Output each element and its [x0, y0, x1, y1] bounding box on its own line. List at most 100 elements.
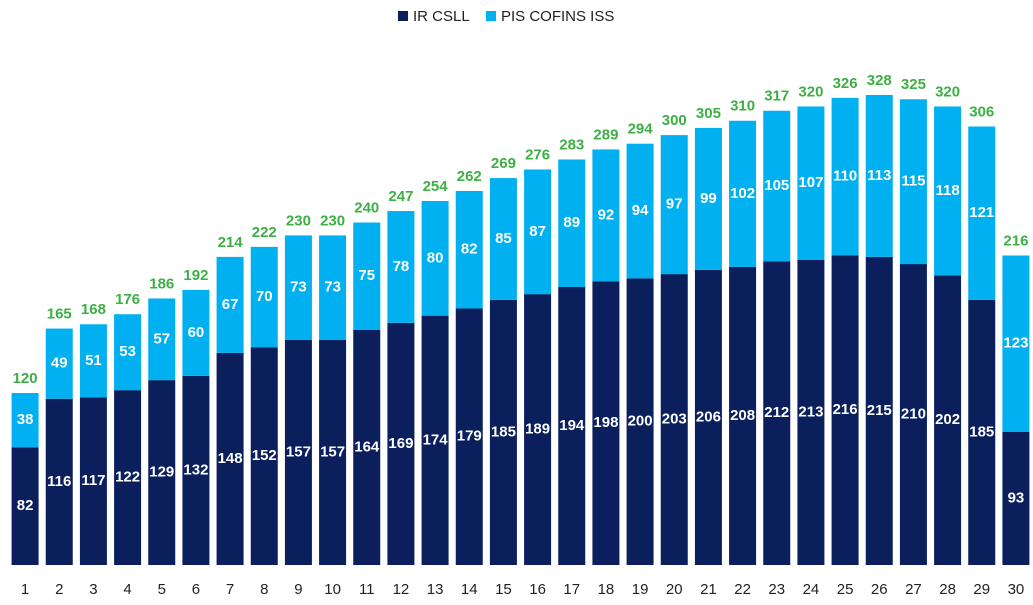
total-label: 247 [388, 188, 413, 205]
segment-label: 57 [153, 330, 170, 347]
x-tick-label: 10 [324, 581, 341, 598]
segment-label: 213 [798, 403, 823, 420]
segment-label: 78 [393, 258, 410, 275]
bar-segment [319, 235, 347, 341]
segment-label: 174 [423, 431, 449, 448]
segment-label: 118 [935, 182, 959, 199]
segment-label: 80 [427, 249, 444, 266]
x-tick-label: 29 [973, 581, 990, 598]
bar-segment [216, 256, 244, 353]
segment-label: 116 [47, 473, 71, 490]
total-label: 192 [183, 267, 208, 284]
segment-label: 129 [149, 464, 174, 481]
segment-label: 38 [17, 411, 34, 428]
x-tick-label: 11 [359, 581, 375, 598]
bar-segment [148, 380, 176, 565]
segment-label: 198 [593, 414, 618, 431]
total-label: 305 [696, 105, 721, 122]
bar-segment [524, 294, 552, 565]
total-label: 222 [252, 224, 277, 241]
bar-segment [114, 314, 142, 391]
legend-label: PIS COFINS ISS [501, 8, 614, 25]
segment-label: 152 [252, 447, 277, 464]
bar-segment [182, 289, 210, 376]
bar-segment [455, 190, 483, 309]
segment-label: 148 [218, 450, 243, 467]
legend-swatch [486, 11, 496, 21]
bar-segment [1002, 255, 1030, 432]
total-label: 214 [218, 234, 244, 251]
bar-segment [626, 278, 654, 565]
x-tick-label: 27 [905, 581, 922, 598]
x-tick-label: 2 [55, 581, 63, 598]
total-label: 230 [320, 212, 345, 229]
x-tick-label: 7 [226, 581, 234, 598]
segment-label: 110 [833, 168, 857, 185]
bar-segment [968, 299, 996, 565]
bar-segment [694, 269, 722, 565]
total-label: 320 [935, 83, 960, 100]
bar-segment [797, 106, 825, 260]
total-label: 294 [628, 121, 654, 138]
bar-segment [11, 393, 39, 448]
bar-segment [250, 347, 278, 565]
total-label: 326 [833, 75, 858, 92]
segment-label: 53 [119, 343, 136, 360]
segment-label: 82 [17, 497, 34, 514]
bar-segment [831, 97, 859, 256]
total-label: 254 [423, 178, 449, 195]
x-tick-label: 4 [123, 581, 131, 598]
segment-label: 210 [901, 406, 926, 423]
x-tick-label: 21 [700, 581, 717, 598]
bar-segment [353, 222, 381, 330]
bar-segment [216, 352, 244, 565]
total-label: 240 [354, 199, 379, 216]
bar-segment [592, 281, 620, 565]
segment-label: 215 [867, 402, 892, 419]
bar-segment [182, 375, 210, 565]
bar-segment [694, 127, 722, 270]
x-tick-label: 28 [939, 581, 956, 598]
bar-segment [489, 178, 517, 300]
segment-label: 113 [867, 167, 891, 184]
x-tick-label: 23 [768, 581, 785, 598]
x-tick-label: 1 [21, 581, 29, 598]
segment-label: 115 [901, 173, 925, 190]
x-tick-label: 26 [871, 581, 888, 598]
total-label: 269 [491, 155, 516, 172]
segment-label: 121 [969, 204, 994, 221]
bar-segment [729, 266, 757, 565]
total-label: 300 [662, 112, 687, 129]
segment-label: 49 [51, 355, 68, 372]
bar-segment [114, 390, 142, 565]
x-tick-label: 17 [563, 581, 580, 598]
bar-segment [763, 261, 791, 565]
segment-label: 82 [461, 241, 478, 258]
bar-segment [11, 447, 39, 565]
x-tick-label: 19 [632, 581, 649, 598]
x-tick-label: 5 [158, 581, 166, 598]
segment-label: 51 [85, 352, 102, 369]
bar-segment [45, 328, 73, 399]
segment-label: 206 [696, 408, 721, 425]
segment-label: 67 [222, 296, 239, 313]
bar-segment [79, 397, 107, 565]
total-label: 216 [1003, 232, 1028, 249]
legend-swatch [398, 11, 408, 21]
x-tick-label: 25 [837, 581, 854, 598]
segment-label: 157 [320, 443, 345, 460]
bar-segment [421, 201, 449, 316]
bar-segment [387, 211, 415, 323]
segment-label: 102 [730, 185, 755, 202]
total-label: 306 [969, 103, 994, 120]
segment-label: 70 [256, 288, 273, 305]
bar-segment [319, 340, 347, 565]
total-label: 317 [764, 88, 789, 105]
bar-segment [763, 110, 791, 262]
bar-segment [660, 274, 688, 565]
segment-label: 185 [969, 423, 994, 440]
segment-label: 85 [495, 230, 512, 247]
bar-segment [729, 120, 757, 267]
segment-label: 117 [81, 472, 105, 489]
